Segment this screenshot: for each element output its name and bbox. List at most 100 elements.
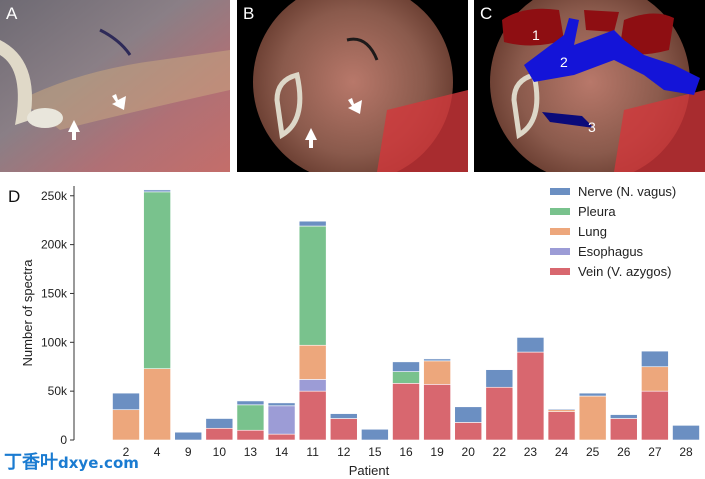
legend-swatch-esophagus <box>550 248 570 255</box>
bar-segment-pleura-patient-4 <box>143 191 171 369</box>
overlay-region-1b <box>584 10 619 32</box>
bar-segment-vein-patient-10 <box>205 427 234 441</box>
bar-segment-lung-patient-4 <box>143 368 171 441</box>
bar-segment-pleura-patient-11 <box>298 225 327 346</box>
x-tick-label: 27 <box>648 445 662 459</box>
bar-segment-nerve-patient-13 <box>236 400 265 406</box>
x-tick-label: 14 <box>275 445 289 459</box>
bar-segment-vein-patient-16 <box>392 383 420 441</box>
bar-segment-pleura-patient-13 <box>236 404 265 431</box>
photo-c-image: 1 2 3 <box>474 0 705 172</box>
overlay-region-1 <box>502 8 564 46</box>
bar-segment-vein-patient-14 <box>267 433 296 441</box>
photo-panel-c: 1 2 3 C <box>474 0 705 172</box>
bar-segment-lung-patient-2 <box>112 409 140 441</box>
x-tick-label: 24 <box>555 445 569 459</box>
region-label-1: 1 <box>532 27 540 43</box>
legend-label-pleura: Pleura <box>578 204 616 219</box>
legend-swatch-pleura <box>550 208 570 215</box>
legend-swatch-lung <box>550 228 570 235</box>
y-axis: 0 50k 100k 150k 200k 250k <box>41 186 75 447</box>
x-tick-label: 11 <box>306 445 319 459</box>
bar-segment-nerve-patient-27 <box>641 350 669 368</box>
x-tick-label: 23 <box>524 445 538 459</box>
stacked-bar-chart: D Number of spectra Patient 0 50k 100k 150k… <box>8 184 700 478</box>
x-tick-label: 16 <box>399 445 413 459</box>
photo-panel-a: A <box>0 0 230 172</box>
legend-label-vein: Vein (V. azygos) <box>578 264 671 279</box>
legend-swatch-nerve <box>550 188 570 195</box>
bar-segment-nerve-patient-15 <box>361 428 389 441</box>
bar-segment-vein-patient-23 <box>516 351 545 441</box>
bar-segment-nerve-patient-11 <box>298 220 327 227</box>
legend-swatch-vein <box>550 268 570 275</box>
overlay-region-1c <box>619 13 674 55</box>
overlay-region-2 <box>524 18 700 95</box>
legend: Nerve (N. vagus) Pleura Lung Esophagus Vein … <box>550 184 676 279</box>
panel-label-b: B <box>243 4 255 23</box>
bar-segment-nerve-patient-19 <box>423 358 451 362</box>
bar-segment-vein-patient-11 <box>298 390 327 441</box>
x-tick-label: 9 <box>185 445 192 459</box>
legend-label-lung: Lung <box>578 224 607 239</box>
bar-segment-lung-patient-11 <box>298 344 327 380</box>
bar-segment-vein-patient-22 <box>485 386 514 441</box>
x-tick-label: 13 <box>244 445 258 459</box>
bar-segment-lung-patient-27 <box>641 366 669 392</box>
panel-label-d: D <box>8 187 20 206</box>
x-tick-label: 20 <box>462 445 476 459</box>
bars <box>112 189 700 441</box>
bar-segment-nerve-patient-26 <box>609 414 638 419</box>
bar-segment-nerve-patient-23 <box>516 337 545 353</box>
bar-segment-nerve-patient-2 <box>112 392 140 411</box>
bar-segment-vein-patient-27 <box>641 390 669 441</box>
x-tick-label: 26 <box>617 445 631 459</box>
bar-segment-vein-patient-20 <box>454 422 483 441</box>
region-label-3: 3 <box>588 119 596 135</box>
photo-panel-b: B <box>237 0 468 172</box>
bar-segment-vein-patient-24 <box>547 411 576 441</box>
bar-segment-nerve-patient-28 <box>672 425 700 441</box>
y-tick-label: 150k <box>41 286 68 300</box>
arrow-down-icon <box>112 94 126 110</box>
bar-segment-vein-patient-19 <box>423 384 451 441</box>
bar-segment-esophagus-patient-14 <box>267 405 296 435</box>
bar-segment-nerve-patient-4 <box>143 189 171 193</box>
x-axis: 2 4 9 10 13 14 11 12 15 16 19 20 22 23 24 25 26 27 28 <box>123 445 693 459</box>
bar-segment-nerve-patient-9 <box>174 431 203 441</box>
arrow-down-icon <box>348 98 362 114</box>
bar-segment-vein-patient-12 <box>329 418 358 441</box>
y-tick-label: 0 <box>60 433 67 447</box>
bar-segment-lung-patient-19 <box>423 360 451 385</box>
panel-label-a: A <box>6 4 18 23</box>
x-tick-label: 15 <box>368 445 382 459</box>
x-tick-label: 19 <box>430 445 444 459</box>
bar-segment-nerve-patient-14 <box>267 402 296 407</box>
legend-label-nerve: Nerve (N. vagus) <box>578 184 676 199</box>
y-tick-label: 50k <box>48 384 68 398</box>
bar-segment-esophagus-patient-11 <box>298 379 327 392</box>
arrow-up-icon <box>68 120 80 140</box>
x-tick-label: 25 <box>586 445 600 459</box>
y-axis-title: Number of spectra <box>20 259 35 367</box>
legend-label-esophagus: Esophagus <box>578 244 644 259</box>
y-tick-label: 200k <box>41 238 68 252</box>
y-tick-label: 100k <box>41 335 68 349</box>
bar-segment-nerve-patient-10 <box>205 418 234 429</box>
x-tick-label: 10 <box>213 445 227 459</box>
bar-segment-nerve-patient-24 <box>547 408 576 411</box>
bar-segment-nerve-patient-12 <box>329 413 358 419</box>
photo-b-image <box>237 0 468 172</box>
photo-a-image <box>0 0 230 172</box>
x-axis-title: Patient <box>349 463 390 478</box>
arrow-up-icon <box>305 128 317 148</box>
region-label-2: 2 <box>560 54 568 70</box>
x-tick-label: 2 <box>123 445 130 459</box>
y-tick-label: 250k <box>41 189 68 203</box>
watermark-text: 丁香叶 <box>4 452 58 473</box>
bar-segment-nerve-patient-22 <box>485 369 514 388</box>
x-tick-label: 28 <box>679 445 693 459</box>
bar-segment-nerve-patient-16 <box>392 361 420 372</box>
x-tick-label: 22 <box>493 445 507 459</box>
watermark-domain: dxye.com <box>58 454 139 472</box>
